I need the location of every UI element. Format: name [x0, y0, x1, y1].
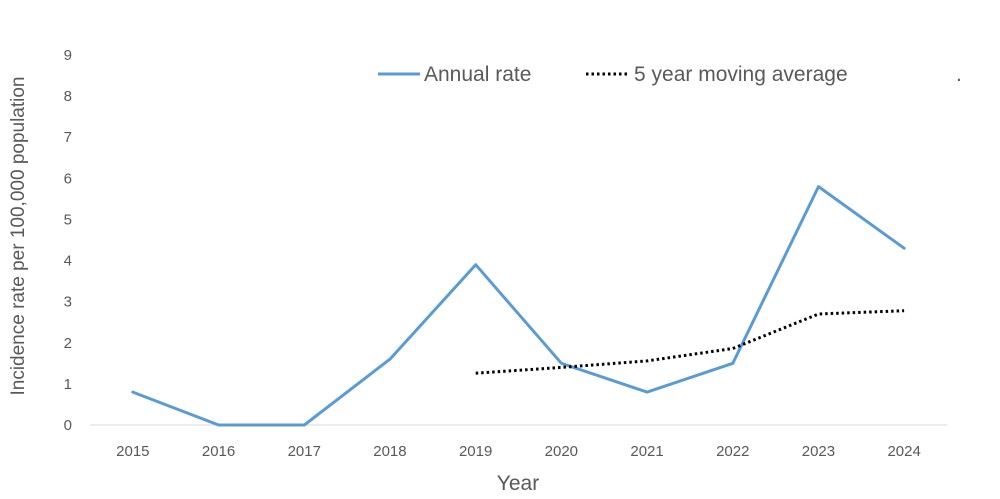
x-tick-label: 2024	[887, 443, 920, 460]
y-tick-label: 6	[64, 170, 72, 187]
series-layer	[131, 185, 906, 427]
y-tick-label: 5	[64, 211, 72, 228]
x-tick-label: 2017	[288, 443, 321, 460]
x-tick-label: 2020	[545, 443, 578, 460]
x-tick-label: 2022	[716, 443, 749, 460]
x-axis-title: Year	[497, 472, 539, 495]
x-tick-label: 2019	[459, 443, 492, 460]
legend: Annual rate 5 year moving average .	[378, 63, 962, 86]
x-tick-label: 2018	[373, 443, 406, 460]
x-tick-label: 2023	[802, 443, 835, 460]
x-axis-ticks: 2015 2016 2017 2018 2019 2020 2021 2022 2023 2024	[116, 443, 921, 460]
y-tick-label: 7	[64, 129, 72, 146]
y-tick-label: 1	[64, 376, 72, 393]
series-line-annual-rate	[131, 185, 906, 427]
y-tick-label: 0	[64, 417, 72, 434]
series-line-moving-average	[475, 309, 905, 375]
x-tick-label: 2015	[116, 443, 149, 460]
legend-label-annual-rate: Annual rate	[424, 63, 531, 86]
y-tick-label: 9	[64, 47, 72, 64]
y-axis-ticks: 0 1 2 3 4 5 6 7 8 9	[64, 47, 72, 434]
y-axis-title: Incidence rate per 100,000 population	[8, 76, 29, 395]
x-tick-label: 2021	[630, 443, 663, 460]
legend-label-moving-average: 5 year moving average	[634, 63, 848, 86]
y-tick-label: 8	[64, 88, 72, 105]
y-tick-label: 3	[64, 294, 72, 311]
x-tick-label: 2016	[202, 443, 235, 460]
y-tick-label: 2	[64, 335, 72, 352]
legend-note: .	[956, 63, 962, 86]
y-tick-label: 4	[64, 253, 72, 270]
